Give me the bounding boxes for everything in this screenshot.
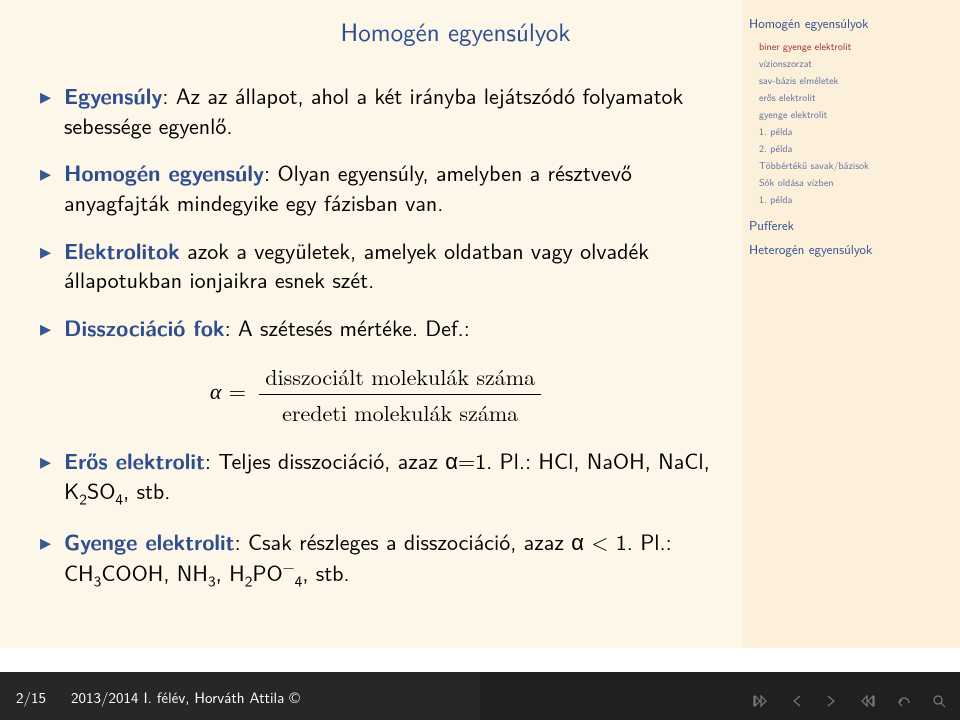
- sidebar-subitems: biner gyenge elektrolitvízionszorzatsav-…: [749, 38, 952, 208]
- sidebar-subitem[interactable]: biner gyenge elektrolit: [759, 38, 952, 55]
- sidebar: Homogén egyensúlyok biner gyenge elektro…: [743, 0, 960, 648]
- nav-prev-icon[interactable]: [790, 694, 804, 708]
- footer: 2/15 2013/2014 I. félév, Horváth Attila …: [0, 648, 960, 720]
- list-item: Homogén egyensúly: Olyan egyensúly, amel…: [36, 158, 715, 217]
- sidebar-section-title[interactable]: Pufferek: [749, 216, 952, 236]
- footer-right: [480, 672, 960, 720]
- sidebar-subitem[interactable]: erős elektrolit: [759, 89, 952, 106]
- list-item: Elektrolitok azok a vegyületek, amelyek …: [36, 236, 715, 295]
- nav-search-icon[interactable]: [932, 694, 948, 708]
- nav-last-icon[interactable]: [858, 694, 876, 708]
- denominator: eredeti molekulák száma: [259, 395, 541, 428]
- sidebar-subitem[interactable]: sav-bázis elméletek: [759, 72, 952, 89]
- nav-next-icon[interactable]: [824, 694, 838, 708]
- term: Erős elektrolit: [64, 444, 205, 476]
- footer-author: 2013/2014 I. félév, Horváth Attila ©: [71, 686, 300, 708]
- sidebar-subitem[interactable]: 1. példa: [759, 191, 952, 208]
- list-item: Egyensúly: Az az állapot, ahol a két irá…: [36, 81, 715, 140]
- sidebar-subitem[interactable]: Többértékű savak/bázisok: [759, 157, 952, 174]
- definition: : A szétesés mértéke. Def.:: [225, 311, 470, 343]
- bullet-list-1: Egyensúly: Az az állapot, ahol a két irá…: [36, 81, 715, 343]
- list-item: Gyenge elektrolit: Csak részleges a diss…: [36, 527, 715, 591]
- term: Gyenge elektrolit: [64, 525, 235, 557]
- nav-back-icon[interactable]: [896, 694, 912, 708]
- alpha-symbol: α: [210, 375, 222, 406]
- footer-left: 2/15 2013/2014 I. félév, Horváth Attila …: [0, 672, 480, 720]
- term: Egyensúly: [64, 79, 162, 111]
- sidebar-subitem[interactable]: vízionszorzat: [759, 55, 952, 72]
- term: Disszociáció fok: [64, 311, 225, 343]
- bullet-list-2: Erős elektrolit: Teljes disszociáció, az…: [36, 446, 715, 591]
- list-item: Disszociáció fok: A szétesés mértéke. De…: [36, 313, 715, 343]
- sidebar-section-title[interactable]: Heterogén egyensúlyok: [749, 240, 952, 260]
- fraction: disszociált molekulák száma eredeti mole…: [259, 361, 541, 428]
- sidebar-subitem[interactable]: Sók oldása vízben: [759, 174, 952, 191]
- equals: =: [229, 375, 246, 406]
- numerator: disszociált molekulák száma: [259, 361, 541, 395]
- nav-controls: [752, 694, 948, 708]
- page-counter: 2/15: [16, 686, 46, 708]
- main-content: Homogén egyensúlyok Egyensúly: Az az áll…: [0, 0, 743, 648]
- sidebar-subitem[interactable]: gyenge elektrolit: [759, 106, 952, 123]
- formula: α = disszociált molekulák száma eredeti …: [36, 361, 715, 428]
- slide-title: Homogén egyensúlyok: [196, 12, 715, 49]
- sidebar-section-title[interactable]: Homogén egyensúlyok: [749, 14, 952, 34]
- list-item: Erős elektrolit: Teljes disszociáció, az…: [36, 446, 715, 509]
- sidebar-subitem[interactable]: 2. példa: [759, 140, 952, 157]
- nav-first-icon[interactable]: [752, 694, 770, 708]
- term: Homogén egyensúly: [64, 156, 264, 188]
- term: Elektrolitok: [64, 234, 180, 266]
- sidebar-subitem[interactable]: 1. példa: [759, 123, 952, 140]
